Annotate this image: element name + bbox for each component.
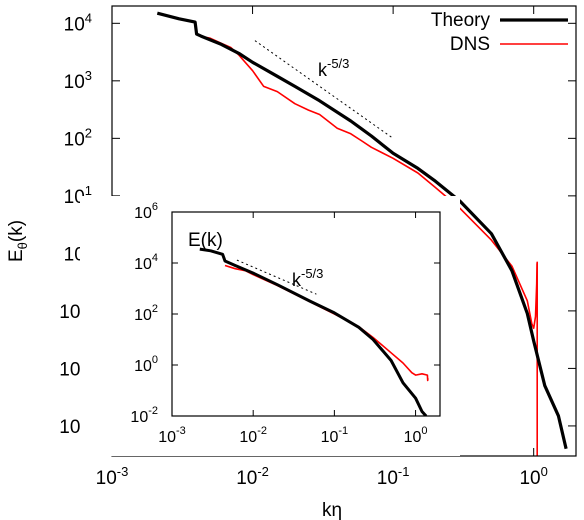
main-y-tick-label: 104 (64, 10, 92, 35)
inset-background (80, 196, 460, 456)
main-y-tick-label-base: 10 (64, 72, 85, 93)
inset-y-tick-label-base: 10 (134, 358, 152, 375)
inset-series-line-black (199, 247, 428, 416)
inset-x-tick-label: 10-1 (321, 425, 349, 446)
legend-label-theory: Theory (431, 10, 491, 31)
main-slope-annotation-exp: -5/3 (327, 56, 349, 71)
main-y-tick-label: 102 (64, 125, 92, 150)
main-slope-annotation: k-5/3 (318, 56, 349, 80)
main-y-tick-label-base: 10 (59, 302, 80, 323)
legend-label-dns: DNS (450, 34, 490, 55)
main-y-tick-label-exp: 4 (85, 10, 92, 25)
inset-y-tick-label-base: 10 (134, 205, 152, 222)
inset-x-tick-label-exp: -2 (257, 425, 267, 437)
main-x-tick-label: 10-3 (96, 464, 129, 489)
series-line-dns (199, 35, 539, 456)
inset-plot-frame (171, 211, 441, 417)
inset-slope-annotation-exp: -5/3 (301, 266, 323, 281)
inset-y-tick-label-base: 10 (134, 307, 152, 324)
inset-x-tick-label-base: 10 (321, 429, 339, 446)
main-x-axis-label: kη (322, 500, 342, 520)
series-line-theory (156, 11, 568, 450)
main-x-tick-label: 10-1 (377, 464, 410, 489)
main-y-tick-label-base: 10 (64, 244, 85, 265)
inset-y-tick-label: 100 (134, 354, 158, 375)
inset-y-tick-label-exp: 6 (152, 201, 158, 213)
main-x-tick-label: 100 (519, 464, 547, 489)
inset-y-tick-label-base: 10 (134, 256, 152, 273)
inset-y-tick-label-exp: 0 (152, 354, 158, 366)
inset-x-tick-label-exp: 0 (421, 425, 427, 437)
main-y-tick-label-base: 10 (64, 14, 85, 35)
main-x-tick-label-base: 10 (519, 468, 540, 489)
main-x-tick-label-base: 10 (96, 468, 117, 489)
inset-x-tick-label-exp: -1 (338, 425, 348, 437)
main-x-tick-label-base: 10 (377, 468, 398, 489)
inset-slope-annotation: k-5/3 (292, 266, 323, 290)
inset-y-tick-label: 10-2 (130, 405, 158, 426)
main-slope-reference-line (254, 40, 394, 139)
main-x-tick-label-base: 10 (236, 468, 257, 489)
inset-y-tick-label-exp: 2 (152, 303, 158, 315)
main-y-axis-label-arg: (k) (6, 220, 27, 242)
main-y-tick-label: 103 (64, 68, 92, 93)
inset-y-tick-label: 102 (134, 303, 158, 324)
main-x-tick-label-exp: -1 (398, 464, 410, 479)
inset-y-tick-label: 104 (134, 252, 158, 273)
main-x-tick-label-exp: 0 (541, 464, 548, 479)
main-y-axis-label-sub: θ (15, 242, 30, 249)
inset-y-tick-label-base: 10 (130, 409, 148, 426)
inset-x-tick-label-base: 10 (404, 429, 422, 446)
inset-x-tick-label-exp: -3 (176, 425, 186, 437)
main-y-axis-label-base: E (6, 249, 27, 262)
inset-x-tick-label: 10-2 (239, 425, 267, 446)
inset-slope-annotation-base: k (292, 270, 302, 290)
inset-x-tick-label: 10-3 (158, 425, 186, 446)
inset-title: E(k) (188, 230, 223, 251)
main-y-tick-label-exp: 1 (85, 183, 92, 198)
main-y-tick-label: 101 (64, 183, 92, 208)
main-x-tick-label-exp: -3 (117, 464, 129, 479)
inset-x-tick-label-base: 10 (158, 429, 176, 446)
main-y-axis-label: Eθ(k) (6, 220, 30, 262)
inset-y-tick-label: 106 (134, 201, 158, 222)
main-y-tick-label-exp: 3 (85, 68, 92, 83)
inset-y-tick-label-exp: -2 (148, 405, 158, 417)
main-y-tick-label-base: 10 (59, 359, 80, 380)
inset-x-tick-label-base: 10 (239, 429, 257, 446)
main-y-tick-label-base: 10 (64, 129, 85, 150)
main-slope-annotation-base: k (318, 60, 328, 80)
main-y-tick-label-base: 10 (64, 187, 85, 208)
main-x-tick-label: 10-2 (236, 464, 269, 489)
legend: Theory DNS (431, 10, 568, 55)
main-y-tick-label-exp: 2 (85, 125, 92, 140)
inset-x-tick-label: 100 (404, 425, 428, 446)
main-x-tick-label-exp: -2 (257, 464, 269, 479)
inset-y-tick-label-exp: 4 (152, 252, 158, 264)
main-y-tick-label-base: 10 (59, 417, 80, 438)
